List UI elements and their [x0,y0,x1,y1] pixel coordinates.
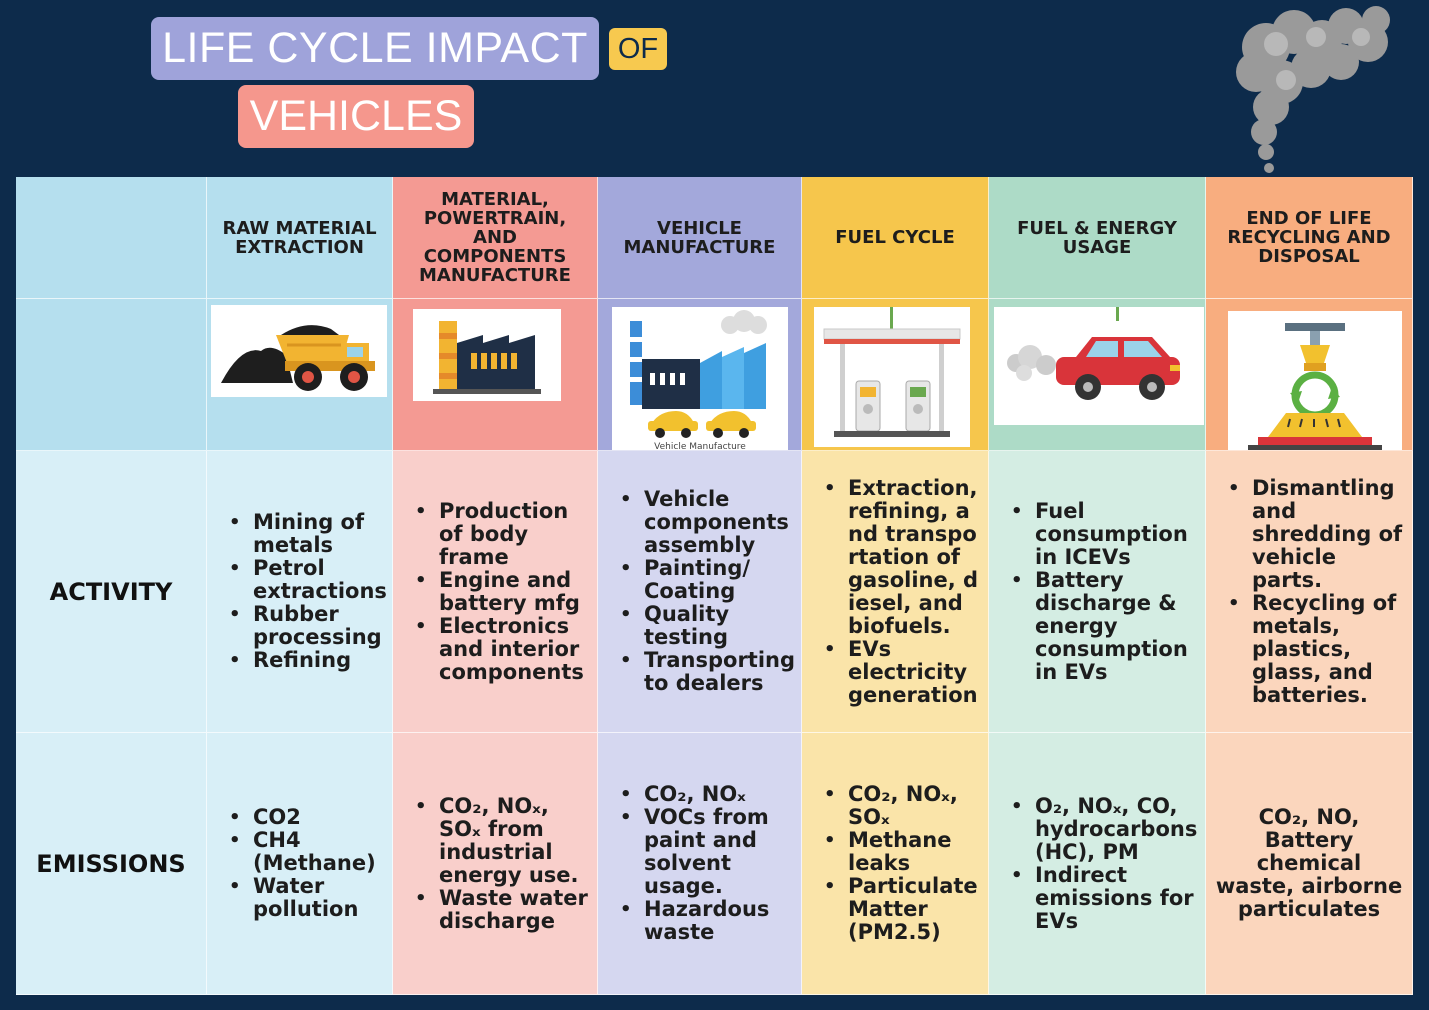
mining-truck-icon [211,305,387,397]
header-end-of-life: END OF LIFE RECYCLING AND DISPOSAL [1206,177,1413,299]
activity-raw-material: Mining of metals Petrol extractions Rubb… [207,451,393,733]
list-item: O₂, NOₓ, CO, hydrocarbons (HC), PM [1009,794,1197,864]
list-item: Transporting to dealers [618,649,795,695]
car-exhaust-icon [994,307,1204,425]
image-row-label-cell [16,299,207,451]
list-item: Mining of metals [227,511,387,557]
activity-manufacture: Production of body frame Engine and batt… [393,451,598,733]
image-cell-fuel-usage [989,299,1206,451]
title-of-badge: OF [609,28,667,70]
list-item: Extraction, refining, and transportation… [822,476,980,638]
emissions-fuel-cycle: CO₂, NOₓ, SOₓ Methane leaks Particulate … [802,733,989,995]
activity-vehicle-manufacture: Vehicle components assembly Painting/ Co… [598,451,802,733]
header-raw-material-extraction: RAW MATERIAL EXTRACTION [207,177,393,299]
list-item: Electronics and interior components [413,614,589,684]
list-item: CO₂, NOₓ, SOₓ [822,783,980,829]
list-item: Quality testing [618,603,795,649]
list-item: CO2 [227,806,384,830]
emissions-fuel-usage: O₂, NOₓ, CO, hydrocarbons (HC), PM Indir… [989,733,1206,995]
image-cell-manufacture [393,299,598,451]
list-item: CO₂, NOₓ [618,783,793,807]
image-cell-vehicle-manufacture: Vehicle Manufacture [598,299,802,451]
list-item: Vehicle components assembly [618,488,795,557]
image-cell-raw-material [207,299,393,451]
list-item: Waste water discharge [413,886,589,933]
corner-cell [16,177,207,299]
activity-fuel-cycle: Extraction, refining, and transportation… [802,451,989,733]
list-item: Indirect emissions for EVs [1009,863,1197,933]
list-item: Battery discharge & energy consumption i… [1009,568,1197,684]
row-label-activity: ACTIVITY [16,451,207,733]
smoke-cloud-icon [1236,6,1390,173]
list-item: Engine and battery mfg [413,568,589,615]
title-life-cycle-impact: LIFE CYCLE IMPACT [151,17,599,80]
emissions-vehicle-manufacture: CO₂, NOₓ VOCs from paint and solvent usa… [598,733,802,995]
emissions-manufacture: CO₂, NOₓ, SOₓ from industrial energy use… [393,733,598,995]
activity-fuel-usage: Fuel consumption in ICEVs Battery discha… [989,451,1206,733]
header-vehicle-manufacture: VEHICLE MANUFACTURE [598,177,802,299]
list-item: Refining [227,649,387,673]
list-item: Petrol extractions [227,557,387,603]
list-item: Water pollution [227,875,384,921]
vehicle-factory-icon: Vehicle Manufacture [612,307,788,451]
image-cell-fuel-cycle [802,299,989,451]
list-item: Production of body frame [413,499,589,569]
list-item: Dismantling and shredding of vehicle par… [1226,476,1404,592]
list-item: CH4 (Methane) [227,829,384,875]
image-cell-end-of-life [1206,299,1413,451]
list-item: Rubber processing [227,603,387,649]
row-label-emissions: EMISSIONS [16,733,207,995]
list-item: CO₂, NOₓ, SOₓ from industrial energy use… [413,794,589,887]
list-item: Recycling of metals, plastics, glass, an… [1226,591,1404,707]
header-material-manufacture: MATERIAL, POWERTRAIN, AND COMPONENTS MAN… [393,177,598,299]
list-item: Hazardous waste [618,898,793,944]
list-item: VOCs from paint and solvent usage. [618,806,793,898]
list-item: Painting/ Coating [618,557,795,603]
list-item: EVs electricity generation [822,637,980,707]
list-item: Particulate Matter (PM2.5) [822,875,980,944]
life-cycle-table: RAW MATERIAL EXTRACTION MATERIAL, POWERT… [16,177,1413,995]
recycling-press-icon [1228,311,1402,450]
vehicle-manufacture-caption: Vehicle Manufacture [654,442,746,451]
list-item: Fuel consumption in ICEVs [1009,499,1197,569]
header-fuel-cycle: FUEL CYCLE [802,177,989,299]
factory-icon [413,309,561,401]
activity-end-of-life: Dismantling and shredding of vehicle par… [1206,451,1413,733]
emissions-raw-material: CO2 CH4 (Methane) Water pollution [207,733,393,995]
title-vehicles: VEHICLES [238,85,474,148]
list-item: Methane leaks [822,829,980,875]
emissions-end-of-life: CO₂, NO, Battery chemical waste, airborn… [1206,733,1413,995]
fuel-station-icon [814,307,970,447]
header-fuel-energy-usage: FUEL & ENERGY USAGE [989,177,1206,299]
